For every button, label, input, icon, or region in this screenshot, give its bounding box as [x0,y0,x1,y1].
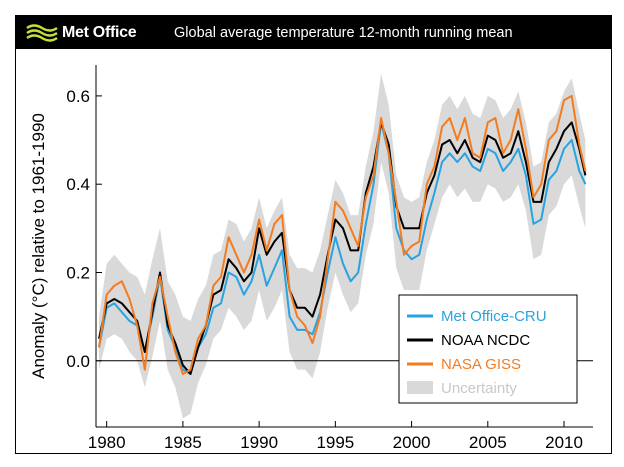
x-tick-label: 2010 [545,433,583,452]
legend-swatch-3 [407,381,433,394]
chart-frame: Met Office Global average temperature 12… [15,15,612,454]
series-line-2 [98,94,587,375]
met-office-wave-icon [26,24,58,42]
x-tick-label: 2000 [393,433,431,452]
x-tick-label: 1995 [316,433,354,452]
x-tick-label: 1990 [240,433,278,452]
series-line-1 [98,121,587,375]
y-axis-title: Anomaly (°C) relative to 1961-1990 [29,113,48,379]
header-bar: Met Office Global average temperature 12… [16,16,611,49]
chart-title: Global average temperature 12-month runn… [174,25,513,41]
x-tick-label: 2005 [469,433,507,452]
uncertainty-band [99,73,586,419]
legend-box [398,294,578,404]
y-tick-label: 0.2 [66,263,90,282]
legend-label-3: Uncertainty [441,380,517,397]
chart-plot: 0.0 0.2 0.4 0.6 1980 1985 1990 1995 2000 2005 2010… [29,65,593,452]
legend-label-2: NASA GISS [441,356,521,373]
y-tick-label: 0.4 [66,175,90,194]
legend-label-1: NOAA NCDC [441,332,530,349]
y-tick-label: 0.0 [66,352,90,371]
series-line-0 [98,121,587,375]
x-tick-label: 1985 [164,433,202,452]
brand-name: Met Office [62,24,137,41]
legend-label-0: Met Office-CRU [441,308,547,325]
x-tick-label: 1980 [88,433,126,452]
y-tick-label: 0.6 [66,87,90,106]
met-office-logo: Met Office [26,22,137,44]
